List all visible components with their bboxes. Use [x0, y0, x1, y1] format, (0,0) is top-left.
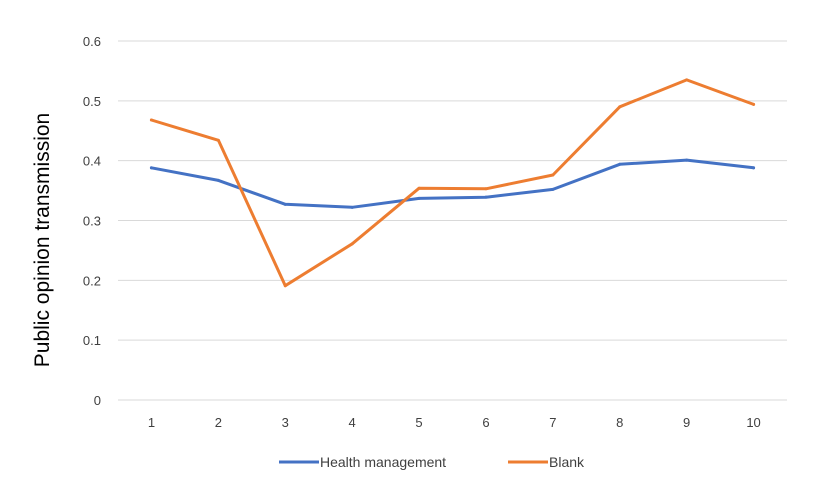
- data-point: [417, 196, 421, 200]
- y-axis-ticks: 0 0.1 0.2 0.3 0.4 0.5 0.6: [83, 34, 101, 408]
- series-line-1: [149, 158, 756, 209]
- x-axis-ticks: 1 2 3 4 5 6 7 8 9 10: [148, 415, 761, 430]
- data-point: [484, 195, 488, 199]
- data-point: [618, 105, 622, 109]
- y-tick-label: 0.1: [83, 333, 101, 348]
- x-tick-label: 7: [549, 415, 556, 430]
- data-point: [149, 118, 153, 122]
- y-tick-label: 0.5: [83, 94, 101, 109]
- data-point: [752, 102, 756, 106]
- x-tick-label: 6: [482, 415, 489, 430]
- x-tick-label: 1: [148, 415, 155, 430]
- data-point: [417, 186, 421, 190]
- x-tick-label: 5: [415, 415, 422, 430]
- data-point: [283, 202, 287, 206]
- data-point: [618, 162, 622, 166]
- y-tick-label: 0.6: [83, 34, 101, 49]
- legend: Health management Blank: [279, 454, 585, 470]
- y-tick-label: 0.4: [83, 154, 101, 169]
- series-line-2: [149, 78, 756, 288]
- data-point: [685, 78, 689, 82]
- x-tick-label: 9: [683, 415, 690, 430]
- x-tick-label: 4: [349, 415, 356, 430]
- x-tick-label: 3: [282, 415, 289, 430]
- y-tick-label: 0: [94, 393, 101, 408]
- data-point: [551, 173, 555, 177]
- legend-label: Blank: [549, 454, 585, 470]
- x-tick-label: 2: [215, 415, 222, 430]
- data-point: [752, 166, 756, 170]
- y-axis-label: Public opinion transmission: [31, 113, 54, 367]
- gridlines: [118, 40, 787, 401]
- data-point: [350, 242, 354, 246]
- data-point: [551, 187, 555, 191]
- x-tick-label: 10: [746, 415, 760, 430]
- data-point: [149, 166, 153, 170]
- data-point: [216, 138, 220, 142]
- x-tick-label: 8: [616, 415, 623, 430]
- data-point: [350, 205, 354, 209]
- data-point: [484, 187, 488, 191]
- legend-label: Health management: [320, 454, 446, 470]
- y-tick-label: 0.2: [83, 273, 101, 288]
- data-point: [283, 284, 287, 288]
- data-point: [216, 178, 220, 182]
- series-lines: [149, 78, 756, 288]
- data-point: [685, 158, 689, 162]
- y-tick-label: 0.3: [83, 214, 101, 229]
